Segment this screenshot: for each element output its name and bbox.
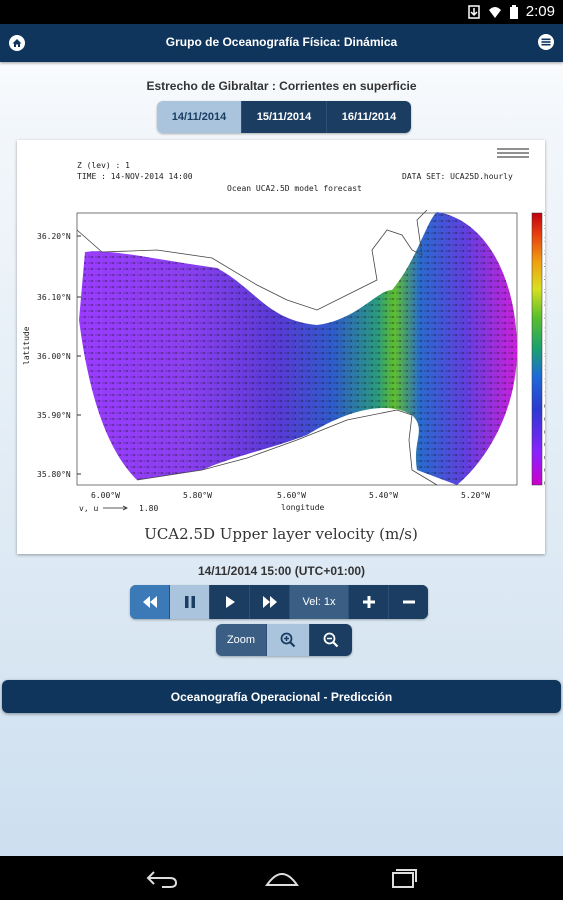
xtick-label: 5.80°W <box>183 491 212 500</box>
svg-text:v, u: v, u <box>79 504 98 513</box>
x-axis-label: longitude <box>281 503 325 512</box>
footer-title: Oceanografía Operacional - Predicción <box>170 690 393 704</box>
colorbar-tick-label: 2.72 <box>544 263 545 269</box>
vector-key: v, u 1.80 <box>79 504 158 513</box>
plot-z-label: Z (lev) : 1 <box>77 161 130 170</box>
tab-date-2[interactable]: 15/11/2014 <box>242 101 327 133</box>
colorbar-tick-label: 2.56 <box>544 276 545 282</box>
colorbar-tick-label: 3.2 <box>544 225 545 231</box>
colorbar-tick-label: 1.6 <box>544 353 545 359</box>
recent-apps-icon[interactable] <box>385 867 421 889</box>
xtick-label: 5.60°W <box>277 491 306 500</box>
plot-model-label: Ocean UCA2.5D model forecast <box>227 184 362 193</box>
plot-time-label: TIME : 14-NOV-2014 14:00 <box>77 172 193 181</box>
colorbar-tick-label: 2.08 <box>544 314 545 320</box>
zoom-out-button[interactable] <box>310 624 352 656</box>
y-axis: 36.20°N 36.10°N 36.00°N 35.90°N 35.80°N … <box>22 232 81 479</box>
colorbar-tick-label: 2.4 <box>544 289 545 295</box>
colorbar-tick-label: 1.92 <box>544 327 545 333</box>
zoom-out-icon <box>323 632 339 648</box>
colorbar-tick-label: 0.32 <box>544 455 545 461</box>
page-title: Grupo de Oceanografía Física: Dinámica <box>165 35 398 49</box>
ytick-label: 36.10°N <box>37 293 71 302</box>
colorbar-tick-label: 3.04 <box>544 238 545 244</box>
zoom-in-button[interactable] <box>267 624 310 656</box>
home-button-icon[interactable] <box>264 867 300 889</box>
plus-icon <box>362 596 375 608</box>
play-button[interactable] <box>210 585 250 619</box>
rewind-button[interactable] <box>130 585 170 619</box>
slow-down-button[interactable] <box>389 585 428 619</box>
x-axis: 6.00°W 5.80°W 5.60°W 5.40°W 5.20°W longi… <box>91 491 490 512</box>
colorbar-tick-label: 0.64 <box>544 430 545 436</box>
zoom-label: Zoom <box>216 624 267 656</box>
ytick-label: 36.20°N <box>37 232 71 241</box>
home-icon[interactable] <box>8 34 26 52</box>
status-bar: 2:09 <box>0 0 563 24</box>
speed-up-button[interactable] <box>349 585 389 619</box>
colorbar-tick-label: 1.12 <box>544 391 545 397</box>
colorbar-tick-label: 0 <box>544 481 545 487</box>
plot-dataset-label: DATA SET: UCA25D.hourly <box>402 172 513 181</box>
colorbar-tick-label: 1.44 <box>544 366 545 372</box>
colorbar-tick-label: 0.8 <box>544 417 545 423</box>
zoom-controls: Zoom <box>216 624 352 656</box>
date-selector: 14/11/2014 15/11/2014 16/11/2014 <box>157 101 411 133</box>
xtick-label: 5.40°W <box>369 491 398 500</box>
colorbar-tick-label: 3.30 <box>544 212 545 218</box>
colorbar-tick-label: 1.28 <box>544 379 545 385</box>
fast-forward-icon <box>262 596 277 608</box>
y-axis-label: latitude <box>22 326 31 365</box>
pause-icon <box>184 596 195 608</box>
xtick-label: 5.20°W <box>461 491 490 500</box>
wifi-icon <box>488 6 501 18</box>
vector-key-value: 1.80 <box>139 504 158 513</box>
plot-caption: UCA2.5D Upper layer velocity (m/s) <box>144 525 418 543</box>
menu-icon[interactable] <box>537 33 555 51</box>
rewind-icon <box>142 596 157 608</box>
velocity-label: Vel: 1x <box>290 585 349 619</box>
section-footer-bar[interactable]: Oceanografía Operacional - Predicción <box>2 680 561 713</box>
colorbar-tick-label: 0.48 <box>544 443 545 449</box>
frame-datetime: 14/11/2014 15:00 (UTC+01:00) <box>197 564 366 578</box>
fast-forward-button[interactable] <box>250 585 290 619</box>
colorbar-tick-label: 1.76 <box>544 340 545 346</box>
back-icon[interactable] <box>144 867 180 889</box>
section-subtitle: Estrecho de Gibraltar : Corrientes en su… <box>146 79 417 93</box>
system-nav-bar <box>0 856 563 900</box>
battery-icon <box>509 4 518 19</box>
colorbar-tick-label: 2.24 <box>544 302 545 308</box>
zoom-in-icon <box>280 632 296 648</box>
colorbar-tick-label: 2.88 <box>544 250 545 256</box>
coastline-south <box>136 409 438 486</box>
colorbar-tick-label: 0.96 <box>544 404 545 410</box>
ytick-label: 35.80°N <box>37 470 71 479</box>
playback-controls: Vel: 1x <box>130 585 428 619</box>
xtick-label: 6.00°W <box>91 491 120 500</box>
ytick-label: 36.00°N <box>37 352 71 361</box>
colorbar <box>531 212 543 486</box>
app-header: Grupo de Oceanografía Física: Dinámica <box>0 24 563 62</box>
current-map-image: Z (lev) : 1 TIME : 14-NOV-2014 14:00 DAT… <box>17 140 545 554</box>
coastline-north <box>76 209 428 311</box>
minus-icon <box>402 600 415 604</box>
colorbar-ticks: 3.30 3.2 3.04 2.88 2.72 2.56 2.4 2.24 2.08 1.92 1.… <box>544 212 545 487</box>
tab-date-1[interactable]: 14/11/2014 <box>157 101 242 133</box>
tab-date-3[interactable]: 16/11/2014 <box>327 101 411 133</box>
ferret-logo <box>497 148 529 158</box>
play-icon <box>225 596 235 608</box>
pause-button[interactable] <box>170 585 210 619</box>
download-icon <box>468 4 480 19</box>
ytick-label: 35.90°N <box>37 411 71 420</box>
status-time: 2:09 <box>525 3 555 20</box>
colorbar-tick-label: 0.16 <box>544 468 545 474</box>
